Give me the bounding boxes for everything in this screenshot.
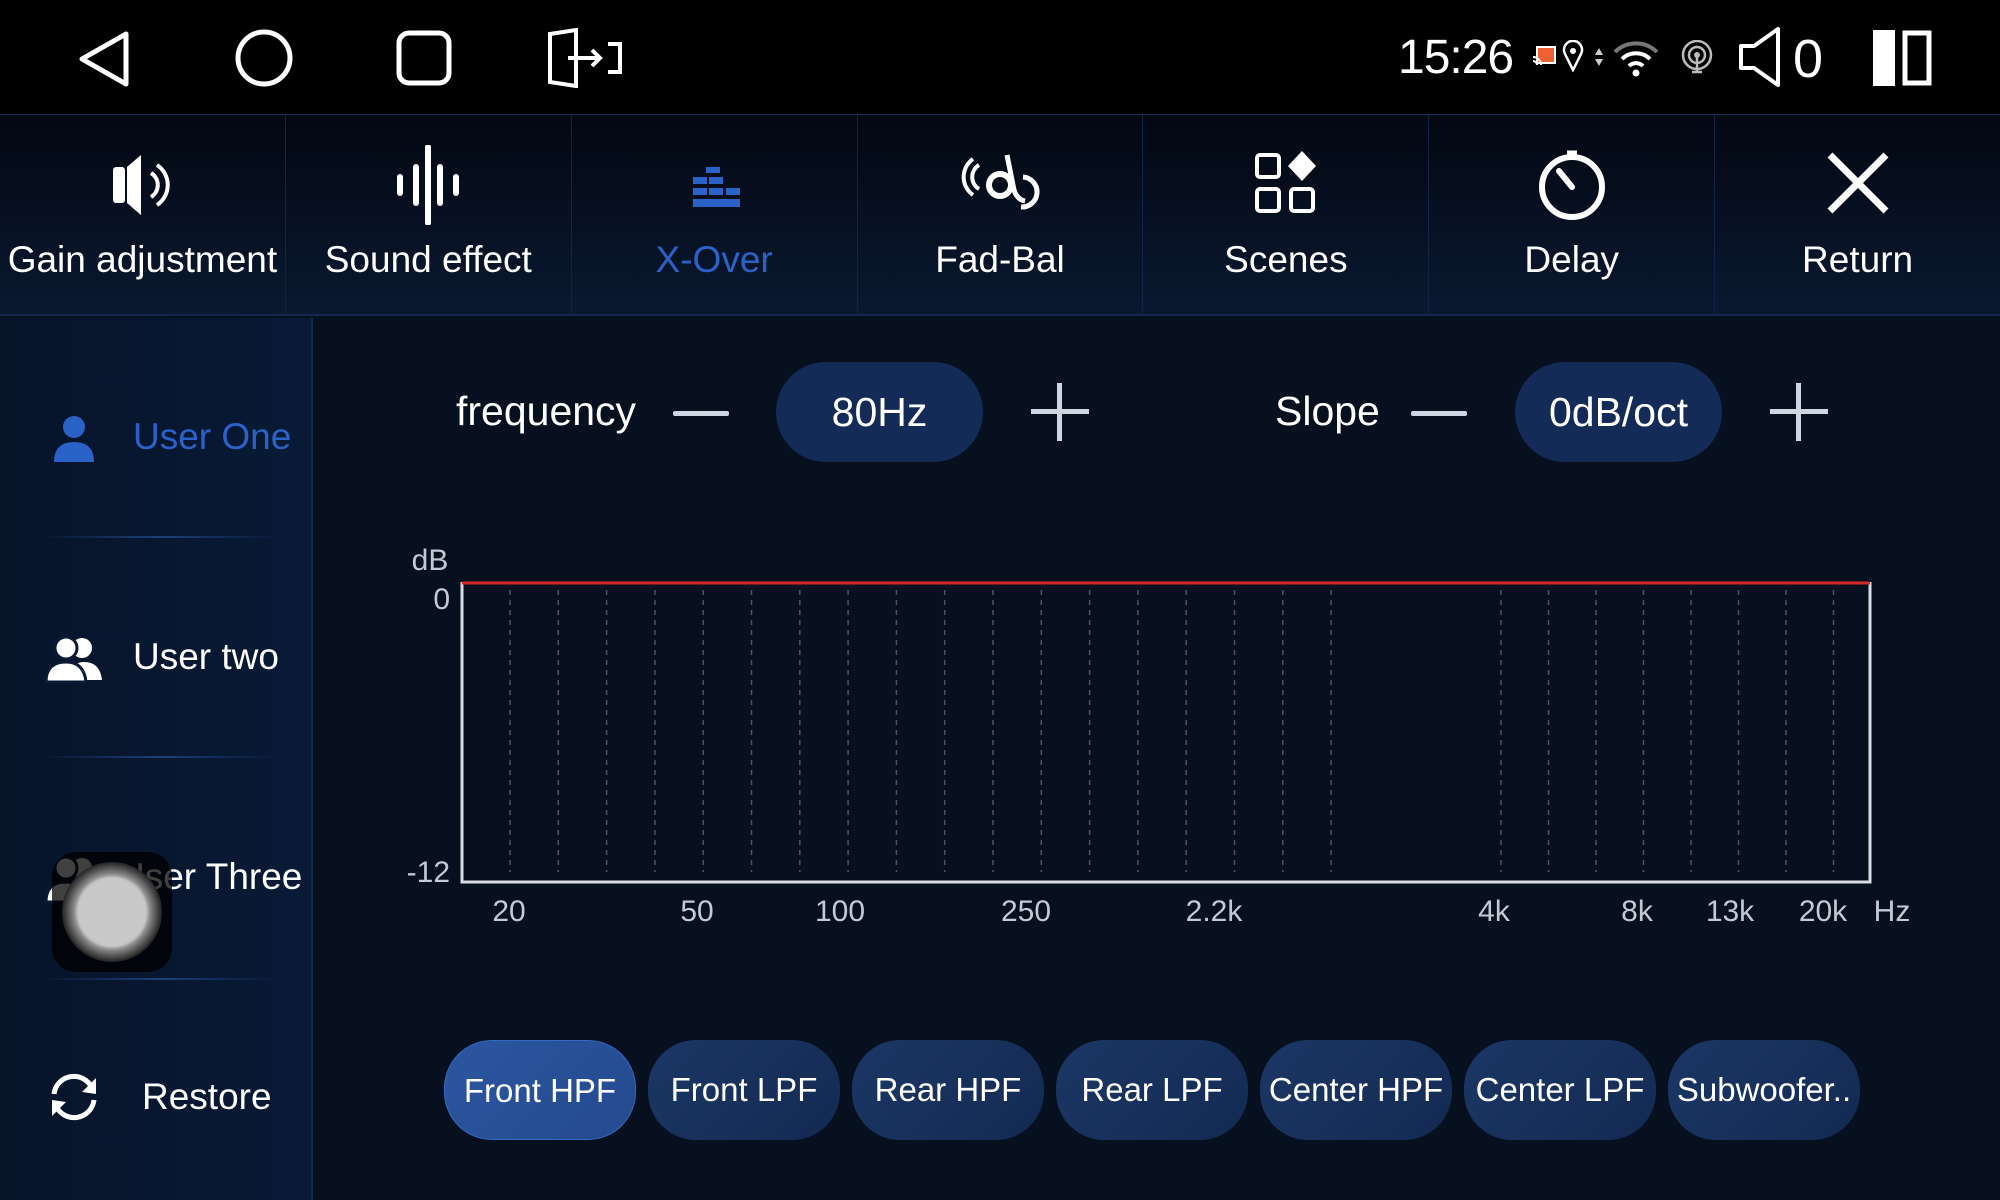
close-icon bbox=[1827, 152, 1889, 214]
tab-label: Return bbox=[1802, 239, 1914, 280]
tab-scenes[interactable]: Scenes bbox=[1143, 115, 1430, 314]
frequency-label: frequency bbox=[456, 388, 637, 434]
tab-label: X-Over bbox=[655, 239, 773, 280]
touch-indicator bbox=[52, 852, 172, 972]
tab-label: Delay bbox=[1524, 239, 1620, 280]
hotspot-icon bbox=[1681, 40, 1713, 74]
channel-selector: Front HPF Front LPF Rear HPF Rear LPF Ce… bbox=[444, 1040, 1860, 1140]
clock: 15:26 bbox=[1398, 31, 1514, 84]
volume-level: 0 bbox=[1793, 29, 1824, 89]
x-tick-label: 8k bbox=[1621, 895, 1654, 928]
channel-rear-hpf[interactable]: Rear HPF bbox=[852, 1040, 1044, 1140]
data-arrows-icon bbox=[1595, 48, 1603, 66]
divider bbox=[40, 756, 280, 758]
x-tick-label: 100 bbox=[815, 895, 865, 928]
channel-front-hpf[interactable]: Front HPF bbox=[444, 1040, 636, 1140]
speaker-icon bbox=[113, 155, 171, 215]
tab-label: Gain adjustment bbox=[7, 239, 278, 280]
tab-delay[interactable]: Delay bbox=[1429, 115, 1716, 314]
sidebar-item-label: User two bbox=[133, 636, 279, 677]
x-tick-label: 4k bbox=[1478, 895, 1511, 928]
channel-subwoofer[interactable]: Subwoofer.. bbox=[1668, 1040, 1860, 1140]
y-tick-label: 0 bbox=[433, 583, 450, 616]
top-menu: Gain adjustment Sound effect X-Over Fad-… bbox=[0, 114, 2000, 316]
frequency-value[interactable]: 80Hz bbox=[776, 362, 983, 462]
recents-icon[interactable] bbox=[396, 30, 452, 86]
users-icon bbox=[44, 635, 102, 684]
frequency-decrease-button[interactable] bbox=[673, 411, 729, 416]
waveform-icon bbox=[397, 145, 460, 225]
screen-mirror-icon[interactable] bbox=[546, 28, 626, 88]
location-icon bbox=[1562, 40, 1584, 72]
tab-label: Fad-Bal bbox=[935, 239, 1065, 280]
tab-label: Sound effect bbox=[324, 239, 532, 280]
x-axis-label: Hz bbox=[1874, 895, 1911, 928]
volume-icon[interactable] bbox=[1738, 26, 1784, 88]
equalizer-bars-icon bbox=[693, 167, 741, 207]
user-icon bbox=[54, 416, 94, 462]
refresh-icon bbox=[51, 1073, 97, 1121]
sidebar-item-user-one[interactable]: User One bbox=[0, 328, 313, 528]
split-screen-icon[interactable] bbox=[1873, 30, 1933, 86]
timer-icon bbox=[1538, 150, 1605, 220]
slope-label: Slope bbox=[1275, 388, 1380, 434]
x-tick-label: 50 bbox=[680, 895, 713, 928]
x-tick-label: 250 bbox=[1001, 895, 1051, 928]
restore-button[interactable]: Restore bbox=[0, 990, 313, 1190]
y-tick-label: -12 bbox=[407, 856, 450, 889]
x-tick-label: 20 bbox=[492, 895, 525, 928]
channel-rear-lpf[interactable]: Rear LPF bbox=[1056, 1040, 1248, 1140]
tab-fad-bal[interactable]: Fad-Bal bbox=[858, 115, 1144, 314]
y-axis-label: dB bbox=[412, 544, 449, 577]
channel-front-lpf[interactable]: Front LPF bbox=[648, 1040, 840, 1140]
chart-frame bbox=[460, 582, 1872, 884]
slope-value[interactable]: 0dB/oct bbox=[1515, 362, 1722, 462]
channel-center-lpf[interactable]: Center LPF bbox=[1464, 1040, 1656, 1140]
tab-sound-effect[interactable]: Sound effect bbox=[286, 115, 572, 314]
return-button[interactable]: Return bbox=[1715, 115, 2000, 314]
home-icon[interactable] bbox=[234, 28, 294, 88]
wifi-icon bbox=[1613, 41, 1659, 77]
x-tick-label: 20k bbox=[1799, 895, 1848, 928]
divider bbox=[40, 978, 280, 980]
slope-increase-button[interactable] bbox=[1770, 383, 1828, 441]
tab-label: Scenes bbox=[1224, 239, 1348, 280]
x-tick-label: 2.2k bbox=[1186, 895, 1244, 928]
cast-icon bbox=[1532, 46, 1556, 66]
back-icon[interactable] bbox=[76, 30, 132, 88]
tab-x-over[interactable]: X-Over bbox=[572, 115, 858, 314]
fader-balance-icon bbox=[961, 154, 1040, 210]
channel-center-hpf[interactable]: Center HPF bbox=[1260, 1040, 1452, 1140]
frequency-increase-button[interactable] bbox=[1031, 383, 1089, 441]
sidebar-item-user-two[interactable]: User two bbox=[0, 548, 313, 748]
sidebar-item-label: Restore bbox=[142, 1076, 272, 1117]
tab-gain-adjustment[interactable]: Gain adjustment bbox=[0, 115, 286, 314]
status-bar: 15:26 0 bbox=[0, 0, 2000, 114]
divider bbox=[40, 536, 280, 538]
x-tick-label: 13k bbox=[1706, 895, 1755, 928]
slope-decrease-button[interactable] bbox=[1411, 411, 1467, 416]
scenes-grid-icon bbox=[1254, 151, 1316, 213]
sidebar-item-label: User One bbox=[133, 416, 292, 457]
